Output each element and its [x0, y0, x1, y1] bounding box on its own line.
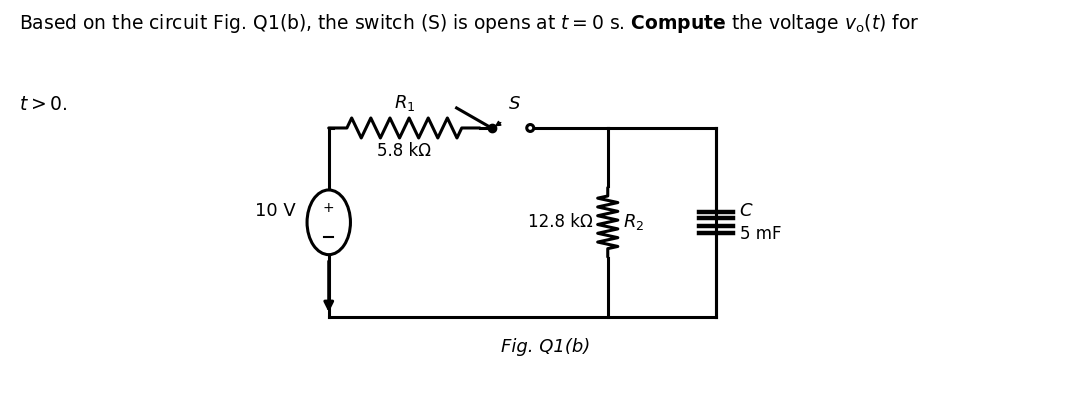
Text: $t > 0$.: $t > 0$.	[19, 95, 68, 114]
Ellipse shape	[307, 190, 350, 255]
Text: C: C	[740, 202, 752, 220]
Text: Fig. Q1(b): Fig. Q1(b)	[501, 338, 591, 356]
Text: 5.8 kΩ: 5.8 kΩ	[377, 142, 431, 160]
Text: Based on the circuit Fig. Q1(b), the switch (S) is opens at $t = 0$ s. $\mathbf{: Based on the circuit Fig. Q1(b), the swi…	[19, 12, 920, 35]
Text: $R_2$: $R_2$	[623, 212, 645, 232]
Text: 12.8 kΩ: 12.8 kΩ	[527, 213, 592, 231]
Text: $R_1$: $R_1$	[393, 93, 415, 112]
Text: 10 V: 10 V	[256, 202, 296, 220]
Text: +: +	[323, 201, 335, 215]
Circle shape	[527, 124, 534, 131]
Text: S: S	[509, 95, 521, 112]
Text: 5 mF: 5 mF	[740, 225, 781, 243]
